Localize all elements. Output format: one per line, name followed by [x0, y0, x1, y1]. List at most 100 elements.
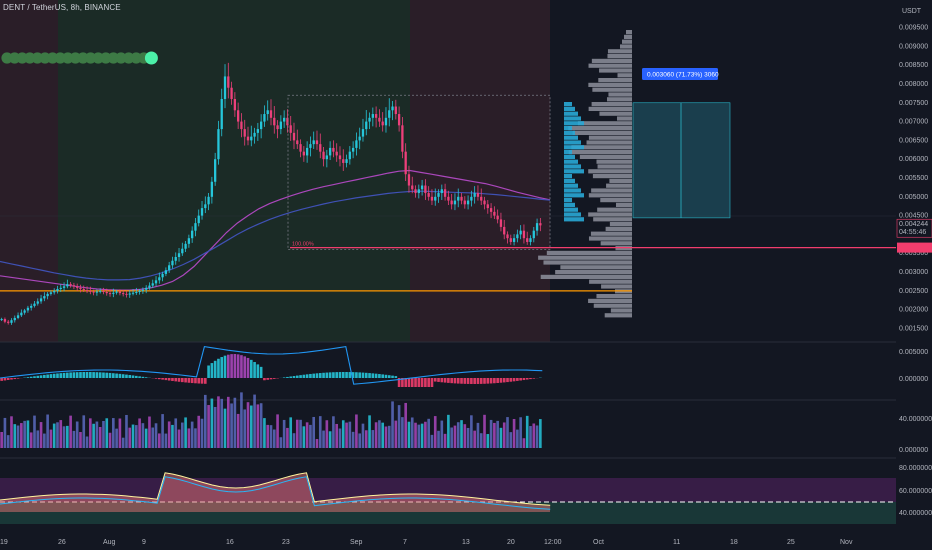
rsi-tick: 40.000000 — [899, 510, 932, 517]
volume-bar — [348, 421, 352, 448]
candle-body — [82, 288, 85, 291]
macd-bar — [328, 372, 332, 378]
macd-bar — [299, 375, 302, 378]
volume-bar — [335, 423, 339, 448]
time-tick: 20 — [507, 539, 515, 546]
candle-body — [138, 290, 141, 292]
volume-bar — [358, 433, 362, 448]
macd-bar — [355, 372, 358, 378]
candle-body — [197, 215, 200, 224]
macd-bar — [187, 378, 191, 383]
profile-bar — [605, 226, 632, 231]
macd-bar — [246, 357, 250, 378]
volume-bar — [26, 420, 30, 448]
macd-bar — [335, 372, 339, 378]
macd-bar — [89, 372, 92, 378]
profile-bar — [607, 97, 632, 102]
macd-bar — [338, 372, 342, 378]
macd-bar — [295, 375, 299, 378]
macd-bar — [233, 354, 237, 378]
volume-bar — [259, 403, 263, 448]
candle-body — [230, 87, 233, 99]
macd-bar — [443, 378, 447, 383]
candle-body — [279, 121, 283, 130]
volume-bar — [282, 419, 286, 448]
volume-bar — [414, 422, 417, 448]
candle-body — [0, 319, 3, 321]
macd-bar — [118, 373, 122, 378]
profile-bar — [610, 308, 632, 313]
candle-body — [401, 125, 404, 152]
macd-bar — [479, 378, 483, 384]
candle-body — [460, 196, 463, 201]
candle-body — [361, 129, 365, 137]
candle-body — [131, 292, 135, 294]
volume-bar — [131, 424, 135, 448]
candle-body — [378, 117, 381, 122]
profile-bar — [600, 198, 632, 203]
volume-bar — [322, 430, 325, 448]
macd-bar — [309, 373, 312, 378]
signal-dot — [144, 51, 158, 65]
candle-body — [233, 99, 237, 111]
candle-body — [483, 200, 486, 205]
volume-bar — [89, 418, 92, 448]
macd-bar — [240, 355, 243, 378]
volume-bar — [443, 433, 447, 448]
candle-body — [191, 230, 194, 239]
candle-body — [539, 223, 542, 226]
volume-bar — [417, 424, 421, 448]
macd-bar — [115, 373, 118, 378]
rsi-tick: 60.000000 — [899, 488, 932, 495]
profile-bar-value-area — [564, 169, 584, 174]
candle-body — [388, 110, 391, 118]
profile-bar — [624, 34, 632, 39]
volume-bar — [315, 439, 319, 448]
volume-bar — [502, 422, 506, 448]
volume-bar — [246, 402, 250, 448]
macd-bar — [92, 372, 95, 378]
volume-bar — [289, 417, 293, 448]
macd-bar — [325, 372, 329, 378]
candle-body — [322, 151, 325, 160]
volume-bar — [318, 416, 322, 448]
volume-bar — [98, 427, 102, 448]
candle-body — [85, 290, 89, 292]
macd-bar — [424, 378, 427, 387]
volume-bar — [299, 419, 302, 448]
candle-body — [217, 129, 220, 160]
macd-bar — [473, 378, 476, 384]
candle-body — [417, 189, 420, 194]
macd-bar — [266, 378, 270, 380]
profile-bar-value-area — [564, 154, 575, 159]
macd-tick: 0.000000 — [899, 376, 928, 383]
candle-body — [128, 293, 131, 295]
macd-bar — [253, 362, 256, 378]
candle-body — [493, 211, 496, 216]
candle-body — [368, 117, 371, 122]
profile-bar-value-area — [564, 164, 581, 169]
volume-bar — [102, 420, 105, 448]
current-price-box — [896, 218, 932, 238]
time-tick: 18 — [730, 539, 738, 546]
macd-bar — [529, 378, 532, 380]
candle-body — [141, 289, 145, 291]
candle-body — [276, 125, 279, 130]
time-tick: 7 — [403, 539, 407, 546]
candle-body — [499, 219, 503, 227]
profile-bar-value-area — [564, 188, 581, 193]
candle-body — [30, 305, 33, 308]
time-axis-bg — [0, 532, 932, 550]
volume-bar — [286, 427, 289, 448]
candle-body — [184, 243, 187, 249]
candle-body — [46, 293, 49, 297]
profile-bar-value-area — [564, 121, 584, 126]
candle-body — [348, 151, 351, 160]
profile-bar — [598, 78, 632, 83]
macd-bar — [368, 373, 371, 378]
profile-bar — [607, 49, 632, 54]
macd-bar — [223, 355, 227, 378]
profile-bar — [597, 164, 632, 169]
macd-bar — [410, 378, 414, 387]
